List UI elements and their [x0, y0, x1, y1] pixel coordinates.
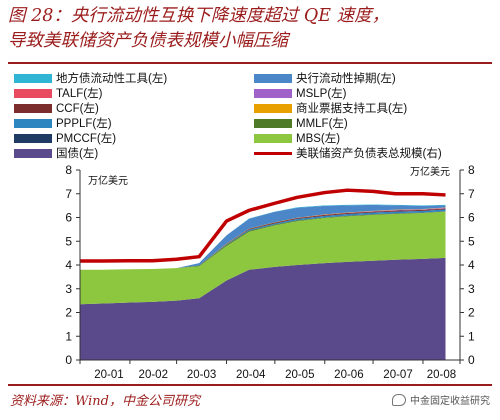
area-series-0: [80, 257, 446, 360]
left-axis-tick-label: 4: [65, 258, 72, 272]
legend-label: MSLP(左): [296, 88, 347, 100]
legend-item: CCF(左): [14, 100, 99, 116]
legend-label: PPPLF(左): [56, 118, 112, 130]
legend-item: 美联储资产负债表总规模(右): [254, 145, 442, 161]
x-axis-tick-label: 20-03: [187, 369, 216, 381]
watermark: 中金固定收益研究: [392, 392, 490, 407]
legend-item: PPPLF(左): [14, 115, 112, 131]
right-axis-unit-label: 万亿美元: [410, 167, 450, 178]
figure-title: 图 28：央行流动性互换下降速度超过 QE 速度， 导致美联储资产负债表规模小幅…: [8, 4, 494, 54]
left-axis-tick-label: 0: [65, 353, 72, 367]
legend-swatch: [14, 148, 52, 158]
right-axis-tick-label: 2: [468, 306, 475, 320]
legend-swatch: [14, 88, 52, 98]
legend-swatch: [14, 133, 52, 143]
legend-swatch: [254, 151, 292, 155]
legend-item: 商业票据支持工具(左): [254, 100, 407, 116]
legend-swatch: [254, 118, 292, 128]
figure-title-line-1: 图 28：央行流动性互换下降速度超过 QE 速度，: [8, 6, 390, 26]
legend-item: MSLP(左): [254, 85, 346, 101]
area-series-9: [80, 204, 446, 270]
right-axis-tick-label: 5: [468, 234, 475, 248]
watermark-text: 中金固定收益研究: [410, 396, 490, 407]
legend-item: MBS(左): [254, 130, 340, 146]
legend-label: MMLF(左): [296, 118, 348, 130]
x-axis-tick-label: 20-02: [139, 369, 168, 381]
x-axis-tick-label: 20-01: [94, 369, 123, 381]
right-axis-tick-label: 7: [468, 187, 475, 201]
left-axis-tick-label: 7: [65, 187, 72, 201]
right-axis-tick-label: 4: [468, 258, 475, 272]
legend-label: 国债(左): [56, 148, 99, 160]
x-axis-tick-label: 20-06: [334, 369, 363, 381]
legend-label: 央行流动性掉期(左): [296, 73, 396, 85]
legend-swatch: [14, 118, 52, 128]
total-balance-sheet-line: [80, 188, 446, 263]
left-axis-tick-label: 6: [65, 211, 72, 225]
legend-label: PMCCF(左): [56, 133, 117, 145]
legend-label: TALF(左): [56, 88, 103, 100]
legend-swatch: [254, 103, 292, 113]
legend-item: PMCCF(左): [14, 130, 116, 146]
left-axis-unit-label: 万亿美元: [88, 176, 128, 187]
legend-item: MMLF(左): [254, 115, 348, 131]
left-axis-tick-label: 1: [65, 329, 72, 343]
legend-label: MBS(左): [296, 133, 341, 145]
legend-item: 央行流动性掉期(左): [254, 70, 396, 86]
x-axis-tick-label: 20-07: [383, 369, 412, 381]
legend-label: 美联储资产负债表总规模(右): [296, 148, 442, 160]
legend-swatch: [254, 88, 292, 98]
legend-label: CCF(左): [56, 103, 99, 115]
right-axis-tick-label: 1: [468, 329, 475, 343]
legend-swatch: [254, 133, 292, 143]
right-axis-tick-label: 8: [468, 163, 475, 177]
source-divider: [8, 384, 492, 386]
right-axis-tick-label: 6: [468, 211, 475, 225]
area-series-1: [80, 211, 446, 305]
x-axis-tick-label: 20-05: [285, 369, 314, 381]
left-axis-tick-label: 2: [65, 306, 72, 320]
wechat-icon: [392, 393, 406, 406]
left-axis-tick-label: 8: [65, 163, 72, 177]
figure-title-line-2: 导致美联储资产负债表规模小幅压缩: [8, 31, 288, 51]
legend-item: TALF(左): [14, 85, 102, 101]
x-axis-tick-label: 20-04: [236, 369, 266, 381]
right-axis-tick-label: 3: [468, 282, 475, 296]
legend-swatch: [254, 73, 292, 83]
source-note: 资料来源：Wind，中金公司研究: [10, 394, 200, 409]
legend-item: 地方债流动性工具(左): [14, 70, 167, 86]
legend-swatch: [14, 103, 52, 113]
left-axis-tick-label: 5: [65, 234, 72, 248]
left-axis-tick-label: 3: [65, 282, 72, 296]
legend-label: 地方债流动性工具(左): [56, 73, 168, 85]
title-divider: [8, 62, 492, 64]
right-axis-tick-label: 0: [468, 353, 475, 367]
legend-item: 国债(左): [14, 145, 98, 161]
legend-label: 商业票据支持工具(左): [296, 103, 408, 115]
x-axis-tick-label: 20-08: [427, 369, 456, 381]
legend-swatch: [14, 73, 52, 83]
